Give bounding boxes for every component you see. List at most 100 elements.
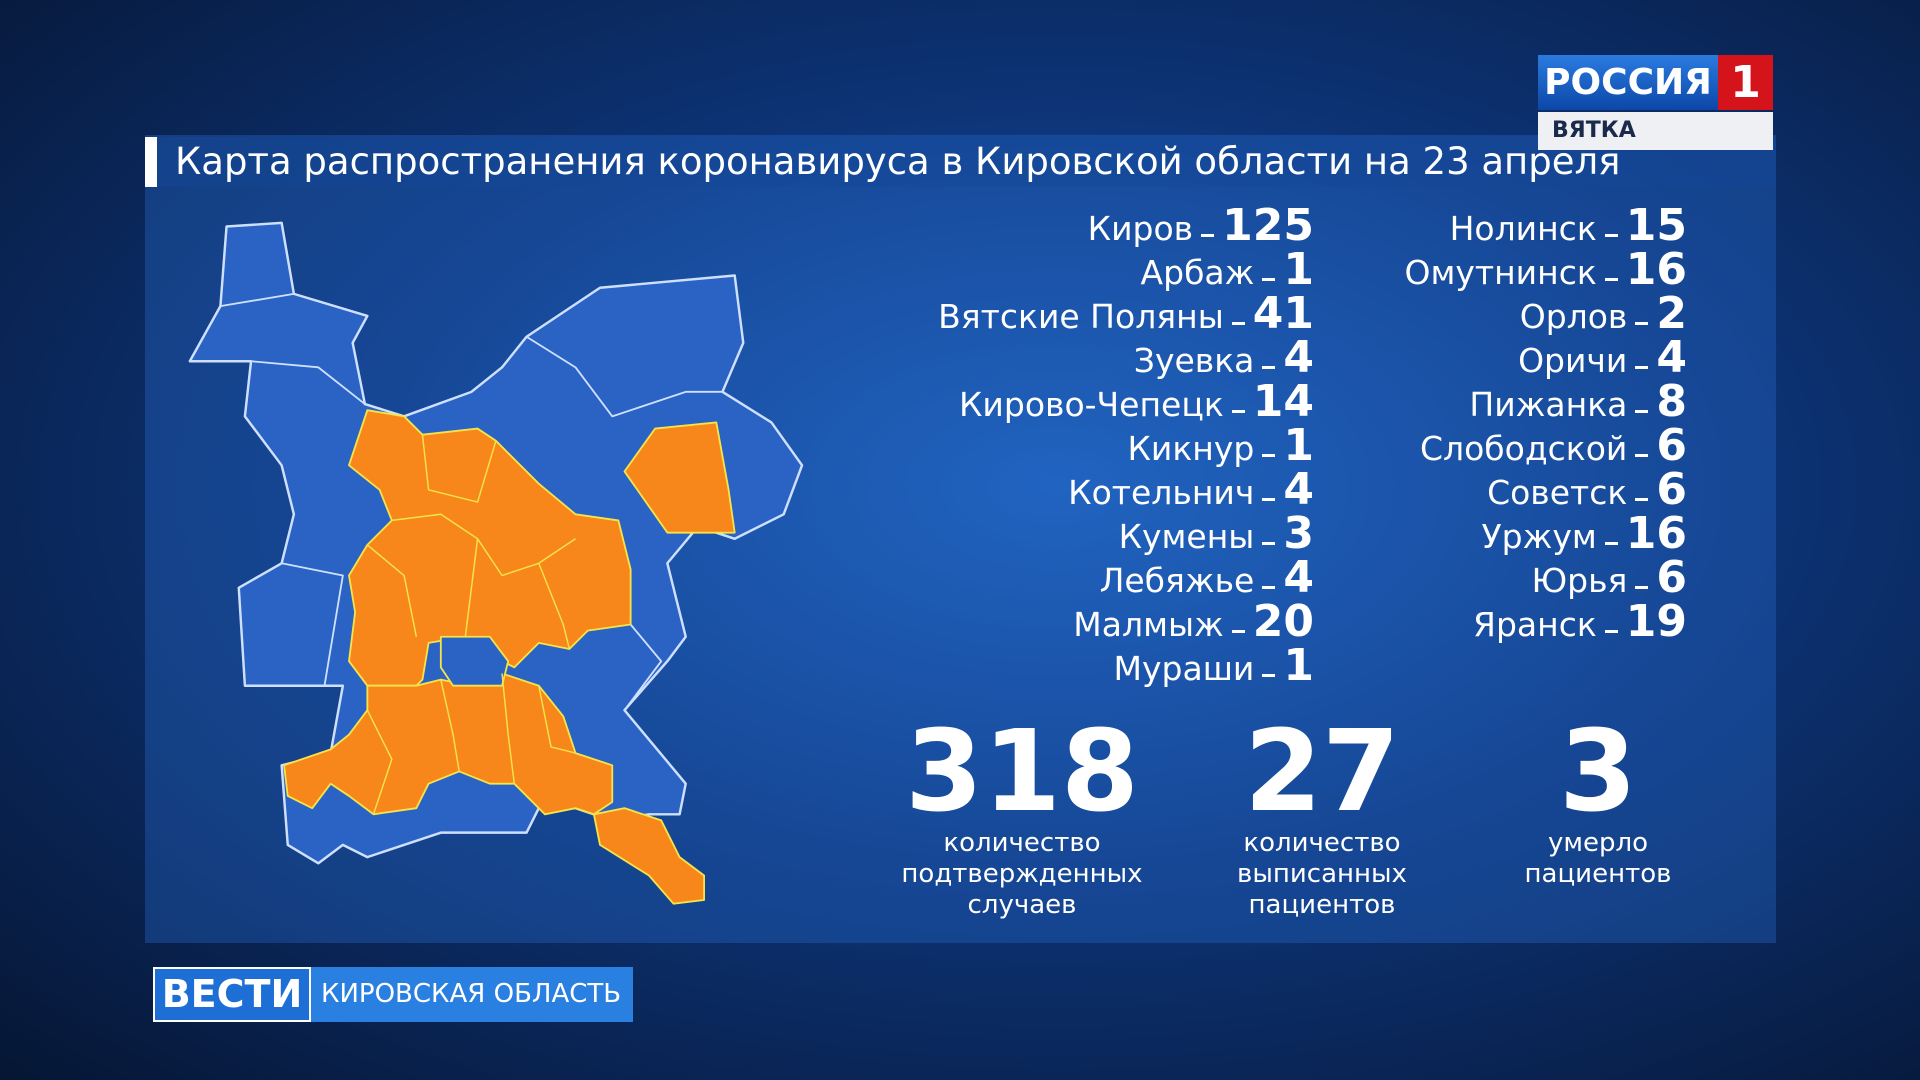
dash bbox=[1635, 322, 1649, 325]
dash bbox=[1635, 586, 1649, 589]
district-row: Юрья 6 bbox=[1531, 556, 1688, 601]
district-name: Зуевка bbox=[1133, 341, 1255, 380]
dash bbox=[1262, 542, 1276, 545]
district-name: Омутнинск bbox=[1404, 253, 1597, 292]
district-name: Орлов bbox=[1519, 297, 1628, 336]
map-border bbox=[220, 292, 368, 317]
district-row: Киров 125 bbox=[1087, 204, 1314, 249]
channel-logo: РОССИЯ bbox=[1538, 55, 1718, 110]
district-row: Пижанка 8 bbox=[1469, 380, 1687, 425]
dash bbox=[1604, 542, 1618, 545]
map-border bbox=[250, 360, 366, 405]
district-row: Мураши 1 bbox=[1113, 644, 1314, 689]
district-name: Котельнич bbox=[1068, 473, 1255, 512]
district-row: Котельнич 4 bbox=[1068, 468, 1314, 513]
map-border bbox=[526, 335, 723, 418]
district-name: Уржум bbox=[1481, 517, 1597, 556]
title-bar bbox=[145, 137, 1776, 187]
district-count: 1 bbox=[1283, 640, 1314, 691]
district-row: Уржум 16 bbox=[1481, 512, 1687, 557]
dash bbox=[1231, 630, 1245, 633]
total-value: 3 bbox=[1559, 707, 1637, 837]
dash bbox=[1262, 586, 1276, 589]
district-name: Кикнур bbox=[1127, 429, 1255, 468]
district-count: 16 bbox=[1625, 508, 1687, 559]
total-value: 27 bbox=[1244, 707, 1400, 837]
district-row: Кумены 3 bbox=[1118, 512, 1314, 557]
district-count: 1 bbox=[1283, 244, 1314, 295]
district-name: Юрья bbox=[1531, 561, 1628, 600]
total-block: 3 умерло пациентов bbox=[1448, 716, 1748, 890]
district-count: 4 bbox=[1283, 332, 1314, 383]
dash bbox=[1635, 366, 1649, 369]
district-count: 2 bbox=[1656, 288, 1687, 339]
title: Карта распространения коронавируса в Кир… bbox=[175, 140, 1621, 183]
district-count: 4 bbox=[1656, 332, 1687, 383]
dash bbox=[1201, 234, 1215, 237]
district-count: 15 bbox=[1625, 200, 1687, 251]
district-count: 1 bbox=[1283, 420, 1314, 471]
total-value: 318 bbox=[905, 707, 1139, 837]
dash bbox=[1262, 278, 1276, 281]
district-name: Советск bbox=[1487, 473, 1628, 512]
district-name: Нолинск bbox=[1449, 209, 1597, 248]
district-name: Слободской bbox=[1419, 429, 1628, 468]
map-inner-borders bbox=[366, 434, 576, 815]
district-count: 8 bbox=[1656, 376, 1687, 427]
district-count: 6 bbox=[1656, 420, 1687, 471]
total-block: 318 количество подтвержденных случаев bbox=[872, 716, 1172, 921]
dash bbox=[1262, 366, 1276, 369]
dash bbox=[1604, 234, 1618, 237]
dash bbox=[1262, 498, 1276, 501]
title-marker bbox=[145, 137, 157, 187]
district-row: Кикнур 1 bbox=[1127, 424, 1315, 469]
district-count: 125 bbox=[1222, 200, 1314, 251]
map-orange bbox=[283, 672, 614, 816]
total-label: случаев bbox=[967, 890, 1077, 920]
district-name: Малмыж bbox=[1073, 605, 1224, 644]
district-count: 4 bbox=[1283, 464, 1314, 515]
dash bbox=[1604, 630, 1618, 633]
map-orange bbox=[592, 807, 706, 905]
district-count: 20 bbox=[1252, 596, 1314, 647]
dash bbox=[1635, 454, 1649, 457]
map-orange bbox=[623, 421, 736, 534]
district-name: Яранск bbox=[1473, 605, 1597, 644]
district-row: Орлов 2 bbox=[1519, 292, 1687, 337]
channel-number: 1 bbox=[1718, 55, 1773, 110]
district-count: 6 bbox=[1656, 464, 1687, 515]
district-row: Омутнинск 16 bbox=[1404, 248, 1687, 293]
map-border bbox=[623, 623, 663, 711]
dash bbox=[1635, 410, 1649, 413]
total-label: умерло bbox=[1547, 828, 1649, 858]
district-row: Зуевка 4 bbox=[1133, 336, 1314, 381]
dash bbox=[1604, 278, 1618, 281]
district-count: 14 bbox=[1252, 376, 1314, 427]
district-row: Советск 6 bbox=[1487, 468, 1687, 513]
dash bbox=[1262, 674, 1276, 677]
dash bbox=[1635, 498, 1649, 501]
map-blue bbox=[439, 635, 510, 687]
district-row: Вятские Поляны 41 bbox=[938, 292, 1314, 337]
district-name: Мураши bbox=[1113, 649, 1255, 688]
total-block: 27 количество выписанных пациентов bbox=[1172, 716, 1472, 921]
district-name: Арбаж bbox=[1140, 253, 1255, 292]
district-row: Малмыж 20 bbox=[1073, 600, 1314, 645]
dash bbox=[1262, 454, 1276, 457]
district-name: Лебяжье bbox=[1099, 561, 1255, 600]
district-row: Нолинск 15 bbox=[1449, 204, 1687, 249]
district-count: 6 bbox=[1656, 552, 1687, 603]
total-label: выписанных bbox=[1237, 859, 1407, 889]
district-name: Киров bbox=[1087, 209, 1194, 248]
dash bbox=[1231, 322, 1245, 325]
district-row: Оричи 4 bbox=[1518, 336, 1687, 381]
district-name: Кирово-Чепецк bbox=[959, 385, 1224, 424]
total-label: количество bbox=[1243, 828, 1401, 858]
district-row: Лебяжье 4 bbox=[1099, 556, 1314, 601]
district-row: Слободской 6 bbox=[1419, 424, 1687, 469]
district-row: Кирово-Чепецк 14 bbox=[959, 380, 1314, 425]
district-name: Кумены bbox=[1118, 517, 1255, 556]
district-name: Оричи bbox=[1518, 341, 1628, 380]
total-label: количество bbox=[943, 828, 1101, 858]
